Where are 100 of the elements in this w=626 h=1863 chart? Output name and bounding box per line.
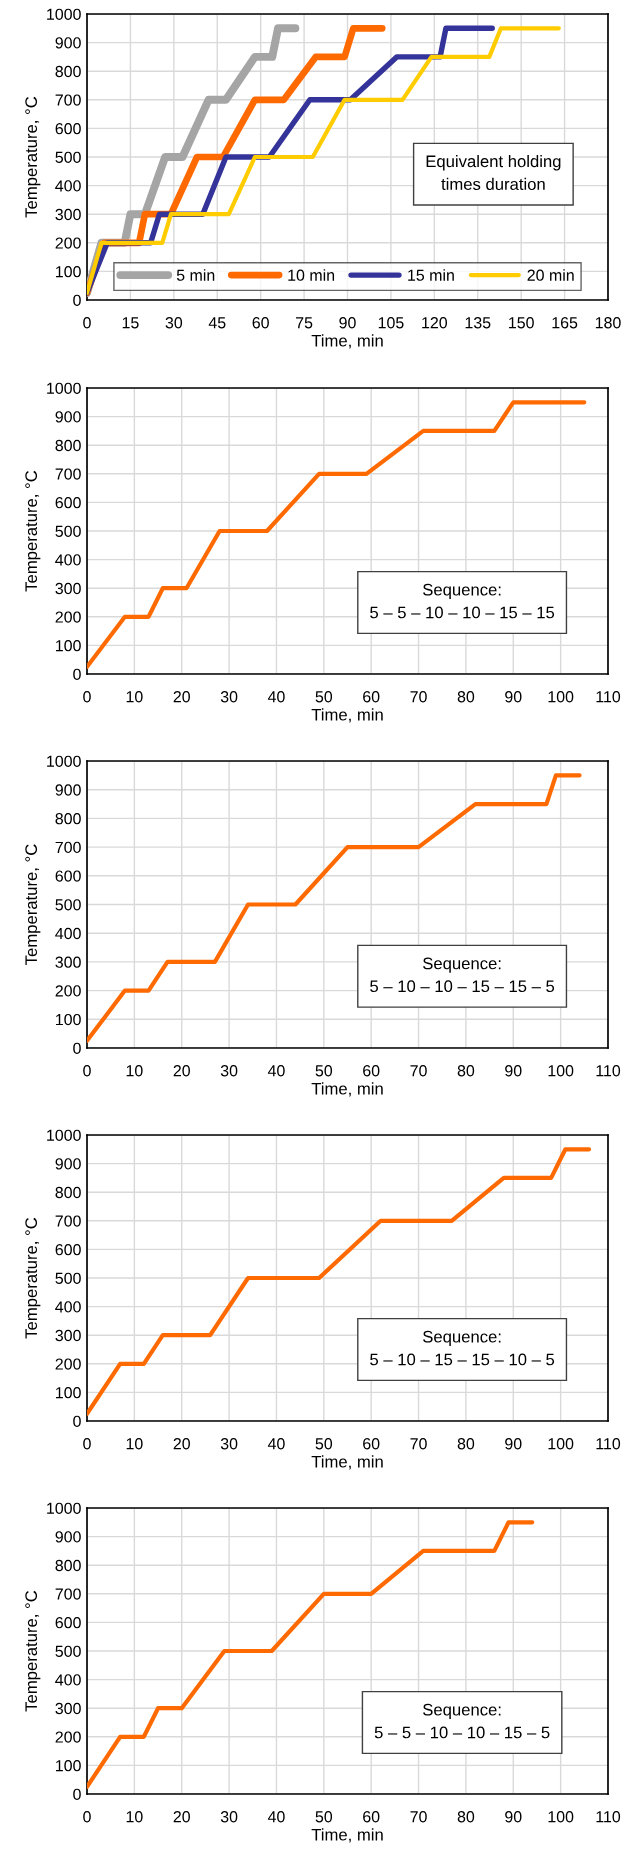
y-tick-label: 300 [55, 1702, 81, 1715]
line-series [87, 400, 587, 669]
annotation: Sequence: 5 – 5 – 10 – 10 – 15 – 15 [370, 583, 555, 619]
x-tick-label: 30 [165, 317, 183, 329]
y-axis-title: Temperature, °C [25, 844, 41, 965]
y-tick-label: 700 [55, 1215, 81, 1227]
x-tick-label: 20 [173, 1065, 190, 1077]
x-tick-label: 90 [505, 1065, 522, 1077]
x-tick-label: 40 [267, 1811, 285, 1823]
x-tick-label: 120 [422, 317, 448, 329]
y-tick-label: 400 [55, 927, 81, 940]
y-tick-label: 500 [55, 1645, 81, 1657]
x-tick-label: 30 [220, 691, 238, 703]
x-tick-label: 110 [596, 1438, 621, 1450]
x-tick-label: 60 [363, 1065, 380, 1077]
x-tick-label: 50 [315, 1438, 333, 1450]
legend-label: 10 min [288, 269, 335, 281]
y-tick-label: 100 [56, 1013, 81, 1026]
x-tick-label: 165 [552, 317, 578, 329]
x-tick-label: 30 [220, 1438, 238, 1450]
annotation: Sequence: 5 – 10 – 10 – 15 – 15 – 5 [370, 957, 555, 993]
x-tick-label: 40 [267, 1065, 285, 1077]
y-tick-label: 0 [73, 294, 81, 306]
x-tick-label: 110 [596, 1065, 621, 1077]
y-tick-label: 500 [55, 151, 81, 163]
x-tick-label: 0 [83, 691, 91, 703]
y-tick-label: 300 [55, 582, 81, 595]
line-series [87, 1520, 535, 1789]
x-tick-label: 110 [596, 1811, 621, 1823]
y-tick-label: 900 [55, 1158, 81, 1170]
x-tick-label: 105 [378, 317, 404, 329]
y-tick-label: 700 [55, 94, 81, 106]
x-tick-label: 40 [267, 691, 285, 703]
y-tick-label: 300 [55, 1329, 81, 1342]
x-tick-label: 60 [363, 1438, 380, 1450]
y-tick-label: 800 [55, 1559, 81, 1572]
y-tick-label: 800 [55, 65, 81, 78]
y-axis-title: Temperature, °C [25, 96, 41, 218]
x-tick-label: 0 [83, 317, 91, 329]
y-tick-label: 700 [55, 1588, 81, 1600]
x-tick-label: 45 [208, 317, 226, 329]
y-tick-label: 0 [73, 668, 81, 680]
y-tick-label: 100 [56, 640, 81, 652]
y-tick-label: 500 [55, 525, 81, 537]
legend-label: 15 min [408, 269, 454, 281]
y-tick-label: 1000 [47, 1129, 81, 1141]
x-tick-label: 150 [509, 317, 534, 329]
y-tick-label: 0 [73, 1042, 81, 1054]
x-tick-label: 100 [548, 691, 574, 703]
x-tick-label: 180 [595, 317, 621, 329]
y-tick-label: 300 [55, 956, 81, 968]
x-tick-label: 50 [315, 691, 333, 703]
legend-label: 5 min [176, 269, 215, 281]
x-tick-label: 0 [83, 1438, 91, 1450]
x-tick-label: 30 [220, 1065, 238, 1077]
x-tick-label: 10 [126, 1065, 143, 1077]
y-tick-label: 500 [55, 1272, 81, 1284]
x-tick-label: 110 [596, 691, 621, 703]
y-tick-label: 600 [55, 1244, 81, 1256]
x-tick-label: 80 [457, 1811, 475, 1823]
x-tick-label: 50 [315, 1811, 333, 1823]
x-tick-label: 100 [548, 1065, 574, 1077]
x-axis-title: Time, min [311, 334, 383, 349]
x-tick-label: 80 [457, 691, 475, 703]
x-tick-label: 80 [457, 1438, 475, 1450]
y-tick-label: 1000 [47, 8, 81, 20]
x-tick-label: 20 [173, 1811, 190, 1823]
x-tick-label: 100 [548, 1811, 574, 1823]
y-tick-label: 400 [55, 1301, 81, 1313]
y-tick-label: 200 [55, 1358, 81, 1370]
x-tick-label: 70 [410, 691, 427, 703]
x-tick-label: 0 [83, 1811, 91, 1823]
x-tick-label: 90 [505, 1438, 522, 1450]
y-tick-label: 100 [56, 266, 81, 278]
y-tick-label: 900 [55, 37, 81, 49]
y-tick-label: 200 [55, 1731, 81, 1743]
annotation: Sequence: 5 – 5 – 10 – 10 – 15 – 5 [374, 1703, 550, 1739]
y-tick-label: 600 [55, 123, 81, 135]
y-tick-label: 0 [73, 1788, 81, 1800]
x-tick-label: 60 [363, 1811, 380, 1823]
line-series [87, 1147, 592, 1416]
y-axis-title: Temperature, °C [25, 1590, 41, 1712]
y-tick-label: 1000 [47, 1502, 81, 1514]
y-tick-label: 800 [55, 813, 81, 825]
y-tick-label: 400 [55, 554, 81, 566]
y-tick-label: 400 [55, 180, 81, 192]
x-tick-label: 90 [505, 691, 522, 703]
x-tick-label: 0 [83, 1065, 91, 1077]
y-axis-title: Temperature, °C [25, 470, 41, 592]
x-axis-title: Time, min [311, 708, 383, 723]
x-axis-title: Time, min [311, 1828, 383, 1843]
y-tick-label: 300 [55, 208, 81, 221]
y-tick-label: 400 [55, 1674, 81, 1686]
y-tick-label: 200 [55, 611, 81, 623]
x-tick-label: 40 [267, 1438, 285, 1450]
x-tick-label: 135 [465, 317, 491, 329]
y-tick-label: 900 [55, 411, 81, 423]
y-tick-label: 100 [56, 1387, 81, 1399]
annotation: Sequence: 5 – 10 – 15 – 15 – 10 – 5 [370, 1330, 555, 1366]
y-tick-label: 600 [55, 870, 81, 882]
